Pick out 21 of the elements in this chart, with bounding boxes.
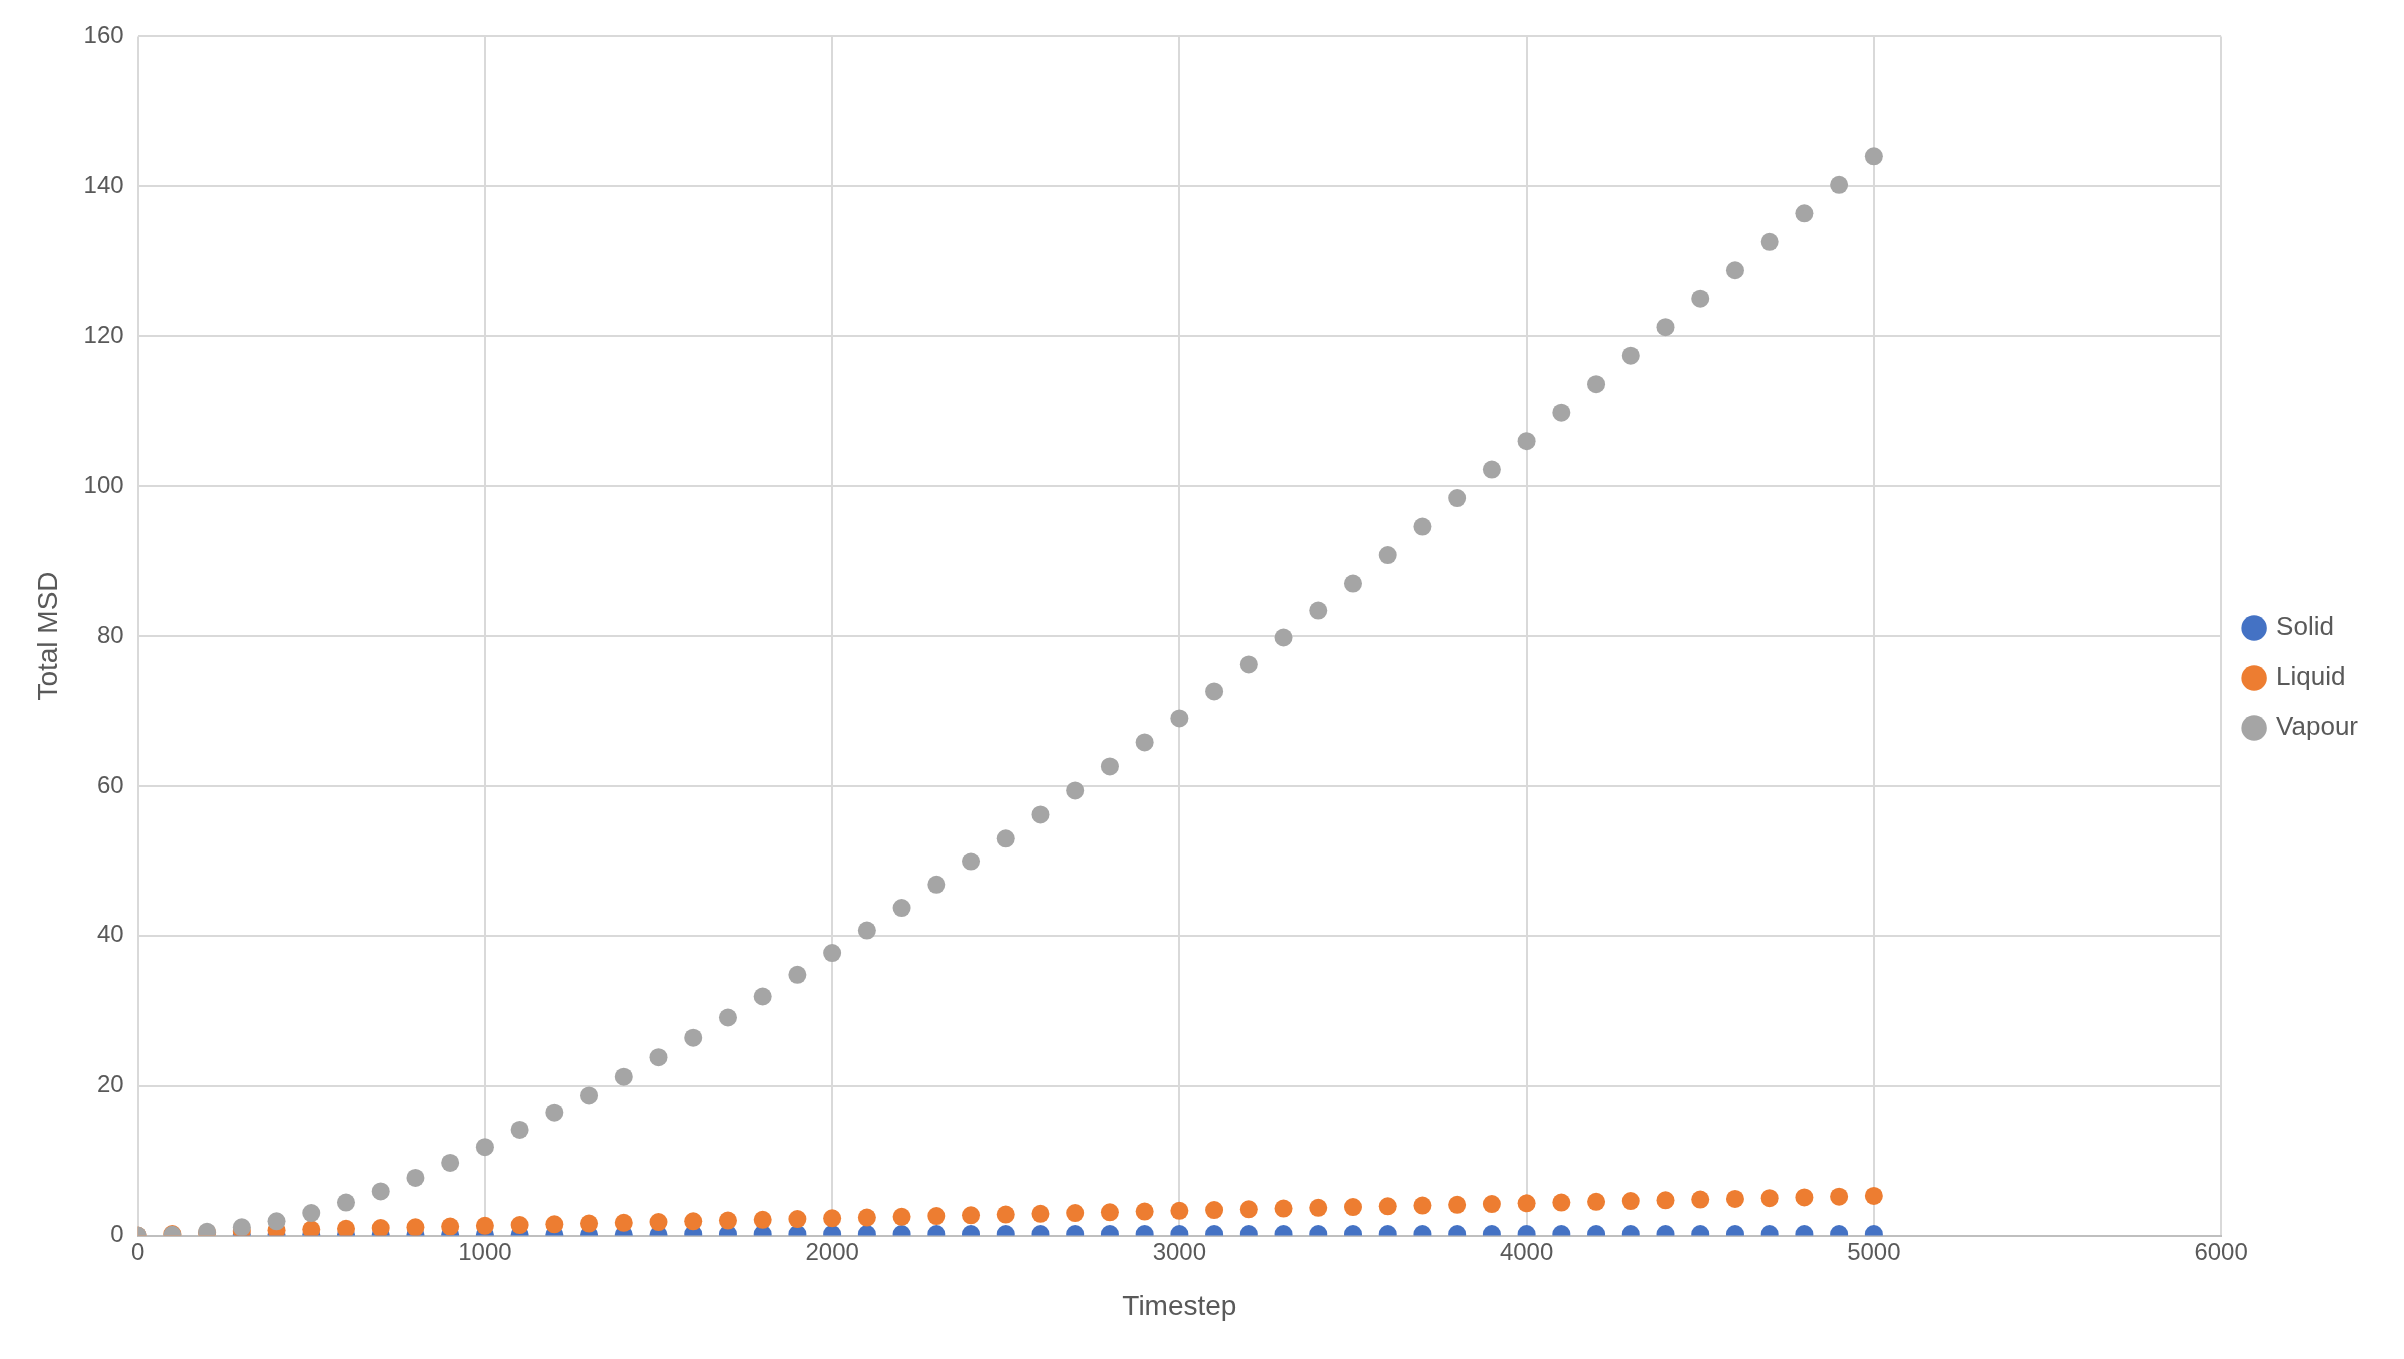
legend-label: Solid: [2276, 611, 2334, 642]
y-tick-label: 20: [96, 1070, 124, 1098]
x-axis-title: Timestep: [1122, 1289, 1237, 1321]
x-tick-label: 4000: [1499, 1237, 1554, 1265]
x-tick-label: 2000: [805, 1237, 859, 1265]
y-tick-label: 120: [83, 320, 124, 348]
x-tick-label: 1000: [458, 1237, 512, 1265]
x-tick-label: 3000: [1152, 1237, 1207, 1265]
legend-label: Liquid: [2276, 661, 2346, 692]
x-tick-label: 0: [130, 1237, 145, 1265]
y-tick-label: 140: [83, 170, 124, 198]
y-tick-label: 100: [83, 470, 124, 498]
y-tick-label: 80: [96, 620, 124, 648]
y-axis-title: Total MSD: [31, 571, 63, 701]
y-tick-label: 40: [96, 920, 124, 948]
y-tick-label: 60: [96, 770, 124, 798]
x-tick-label: 6000: [2194, 1237, 2248, 1265]
legend-label: Vapour: [2276, 711, 2359, 742]
y-tick-label: 0: [110, 1220, 124, 1248]
y-tick-label: 160: [83, 21, 124, 49]
x-tick-label: 5000: [1847, 1237, 1901, 1265]
